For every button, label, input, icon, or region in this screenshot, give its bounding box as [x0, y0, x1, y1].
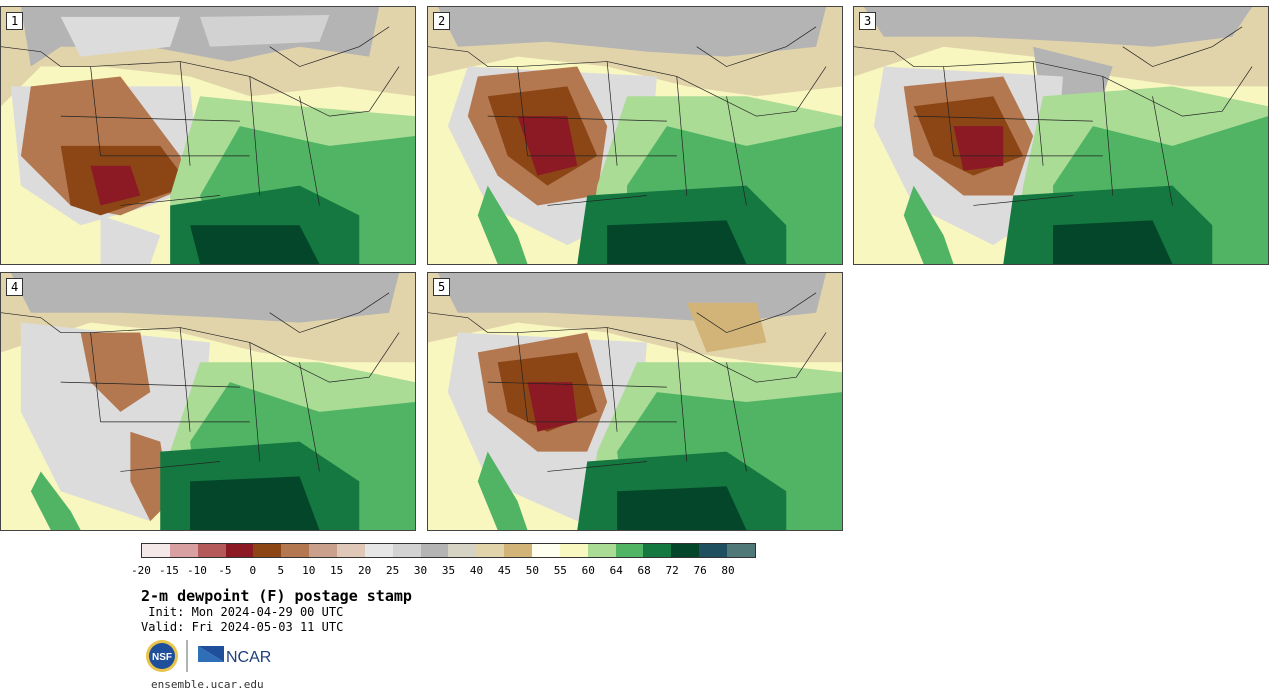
colorbar-tick-label: 72 — [665, 564, 679, 577]
colorbar-tick-label: -15 — [159, 564, 179, 577]
map-panel-2: 2 — [427, 6, 843, 265]
panel-number-label: 3 — [859, 12, 877, 30]
colorbar-tick-label: 10 — [302, 564, 316, 577]
colorbar-tick-label: 76 — [693, 564, 707, 577]
colorbar-swatch — [643, 544, 672, 557]
colorbar-tick-label: 80 — [721, 564, 735, 577]
ncar-logo-text: NCAR — [226, 649, 271, 666]
colorbar-tick-label: -5 — [218, 564, 232, 577]
colorbar-tick-label: 25 — [385, 564, 400, 577]
colorbar-tick-label: 40 — [469, 564, 484, 577]
colorbar-swatch — [197, 544, 226, 557]
panel-number-label: 1 — [6, 12, 24, 30]
panel-number-label: 5 — [433, 278, 451, 296]
colorbar-swatch — [532, 544, 560, 557]
colorbar-swatch — [504, 544, 533, 557]
colorbar-swatch — [420, 544, 449, 557]
colorbar-swatch — [364, 544, 393, 557]
map-panel-5: 5 — [427, 272, 843, 531]
colorbar-tick-label: 64 — [609, 564, 623, 577]
dewpoint-map — [428, 273, 842, 530]
colorbar-tick-label: 15 — [330, 564, 344, 577]
nsf-logo: NSF — [146, 640, 178, 672]
valid-time: Valid: Fri 2024-05-03 11 UTC — [141, 620, 344, 634]
colorbar-swatch — [392, 544, 421, 557]
panel-number-label: 4 — [6, 278, 24, 296]
dewpoint-map — [854, 7, 1268, 264]
panel-number-label: 2 — [433, 12, 451, 30]
colorbar-tick-label: -20 — [131, 564, 151, 577]
dewpoint-map — [1, 273, 415, 530]
colorbar-tick-label: 35 — [441, 564, 456, 577]
colorbar-tick-label: 68 — [637, 564, 651, 577]
colorbar-swatch — [281, 544, 310, 557]
map-panel-1: 1 — [0, 6, 416, 265]
colorbar-swatch — [727, 544, 755, 557]
colorbar-swatch — [615, 544, 644, 557]
colorbar-swatch — [337, 544, 365, 557]
colorbar-swatch — [169, 544, 198, 557]
map-panel-3: 3 — [853, 6, 1269, 265]
figure-title: 2-m dewpoint (F) postage stamp — [141, 587, 412, 605]
nsf-logo-text: NSF — [152, 652, 172, 663]
colorbar-tick-label: -10 — [186, 564, 207, 577]
colorbar-tick-label: 30 — [413, 564, 428, 577]
colorbar-swatch — [587, 544, 616, 557]
colorbar-ticks: -20 -15 -10 -5 0 5 10 15 20 25 30 35 40 45 50 55 60 64 68 7… — [131, 564, 756, 578]
colorbar-tick-label: 55 — [553, 564, 567, 577]
colorbar-swatch — [253, 544, 282, 557]
colorbar-swatch — [225, 544, 254, 557]
site-url: ensemble.ucar.edu — [151, 678, 264, 691]
colorbar-swatch — [476, 544, 505, 557]
init-time: Init: Mon 2024-04-29 00 UTC — [141, 605, 344, 619]
colorbar-swatch — [309, 544, 338, 557]
dewpoint-map — [1, 7, 415, 264]
colorbar-tick-label: 0 — [249, 564, 257, 577]
dewpoint-map — [428, 7, 842, 264]
colorbar-swatch — [671, 544, 700, 557]
logos: NSF NCAR — [146, 640, 271, 672]
ncar-logo: NCAR — [198, 646, 271, 666]
map-panel-4: 4 — [0, 272, 416, 531]
colorbar-tick-label: 50 — [525, 564, 539, 577]
colorbar-swatch — [142, 544, 170, 557]
colorbar — [141, 543, 756, 558]
colorbar-tick-label: 60 — [581, 564, 595, 577]
colorbar-tick-label: 45 — [497, 564, 512, 577]
colorbar-tick-label: 5 — [277, 564, 285, 577]
colorbar-swatch — [559, 544, 588, 557]
colorbar-swatch — [699, 544, 728, 557]
colorbar-swatch — [448, 544, 477, 557]
colorbar-tick-label: 20 — [358, 564, 372, 577]
